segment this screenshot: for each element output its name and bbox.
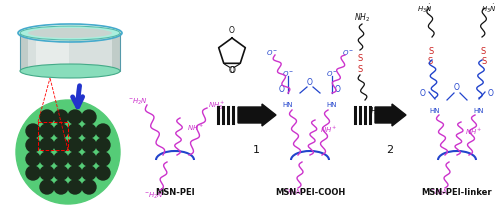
- Text: HN: HN: [283, 102, 293, 108]
- Text: O: O: [229, 66, 234, 75]
- Circle shape: [40, 166, 54, 180]
- Circle shape: [40, 180, 54, 194]
- Circle shape: [40, 124, 54, 138]
- Text: 2: 2: [386, 145, 393, 155]
- Text: $O^-$: $O^-$: [326, 69, 338, 78]
- Text: HN: HN: [430, 108, 440, 114]
- Circle shape: [82, 110, 96, 124]
- Circle shape: [82, 166, 96, 180]
- Text: $H_3\dot{N}$: $H_3\dot{N}$: [417, 2, 433, 15]
- Text: HN: HN: [474, 108, 484, 114]
- FancyArrow shape: [375, 104, 406, 126]
- Text: O: O: [230, 66, 235, 75]
- Circle shape: [68, 166, 82, 180]
- Circle shape: [68, 138, 82, 152]
- Text: MSN-PEI-COOH: MSN-PEI-COOH: [275, 188, 345, 197]
- Circle shape: [54, 110, 68, 124]
- Ellipse shape: [20, 26, 120, 40]
- Text: $NH_2$: $NH_2$: [354, 12, 370, 24]
- Text: HN: HN: [327, 102, 337, 108]
- Circle shape: [40, 138, 54, 152]
- Text: 1: 1: [252, 145, 260, 155]
- Circle shape: [68, 124, 82, 138]
- Circle shape: [26, 152, 40, 166]
- Circle shape: [96, 166, 110, 180]
- Text: S: S: [358, 54, 362, 63]
- Bar: [20, 33, 120, 71]
- Circle shape: [82, 180, 96, 194]
- Circle shape: [16, 100, 120, 204]
- Text: O: O: [307, 78, 313, 87]
- Ellipse shape: [20, 64, 120, 78]
- Text: O: O: [279, 84, 285, 93]
- Circle shape: [96, 138, 110, 152]
- Text: S: S: [480, 47, 486, 56]
- Text: O: O: [488, 88, 494, 97]
- Circle shape: [68, 180, 82, 194]
- Text: S: S: [428, 47, 434, 56]
- Circle shape: [54, 138, 68, 152]
- Text: $H_2N$: $H_2N$: [370, 106, 387, 119]
- Text: S: S: [428, 57, 432, 66]
- Circle shape: [96, 152, 110, 166]
- Circle shape: [82, 138, 96, 152]
- Circle shape: [68, 110, 82, 124]
- Text: O: O: [420, 88, 426, 97]
- Text: $H_3\dot{N}$: $H_3\dot{N}$: [481, 2, 497, 15]
- Circle shape: [40, 152, 54, 166]
- Text: $NH^+$: $NH^+$: [187, 123, 204, 133]
- Text: S: S: [482, 57, 486, 66]
- Ellipse shape: [28, 28, 112, 38]
- Text: MSN-PEI-linker: MSN-PEI-linker: [422, 188, 492, 197]
- Circle shape: [40, 110, 54, 124]
- Text: $O^-$: $O^-$: [266, 48, 278, 57]
- Circle shape: [68, 152, 82, 166]
- Text: MSN-PEI: MSN-PEI: [155, 188, 195, 197]
- Circle shape: [26, 166, 40, 180]
- Circle shape: [54, 152, 68, 166]
- Text: $NH^+$: $NH^+$: [465, 127, 482, 137]
- Text: $^-\!H_2N$: $^-\!H_2N$: [428, 188, 450, 198]
- Circle shape: [54, 166, 68, 180]
- Text: $O^-$: $O^-$: [282, 69, 294, 78]
- Text: O: O: [335, 84, 341, 93]
- Circle shape: [96, 124, 110, 138]
- Bar: [36, 38, 69, 66]
- Text: $NH^+$: $NH^+$: [320, 125, 338, 135]
- Circle shape: [26, 138, 40, 152]
- Text: O: O: [229, 26, 235, 35]
- Circle shape: [54, 180, 68, 194]
- Text: $O^-$: $O^-$: [342, 48, 354, 57]
- Circle shape: [26, 124, 40, 138]
- Circle shape: [54, 124, 68, 138]
- Circle shape: [82, 124, 96, 138]
- Text: $NH_3^+$: $NH_3^+$: [208, 100, 226, 112]
- Bar: [38, 122, 68, 150]
- Text: O: O: [454, 83, 460, 92]
- FancyArrow shape: [238, 104, 276, 126]
- Bar: [28, 36, 112, 68]
- Text: $^-\!H_2N$: $^-\!H_2N$: [282, 188, 302, 198]
- Circle shape: [82, 152, 96, 166]
- Text: $^-\!H_2N$: $^-\!H_2N$: [126, 97, 148, 107]
- Text: S: S: [358, 65, 362, 74]
- Text: $^-\!H_2N$: $^-\!H_2N$: [142, 191, 164, 201]
